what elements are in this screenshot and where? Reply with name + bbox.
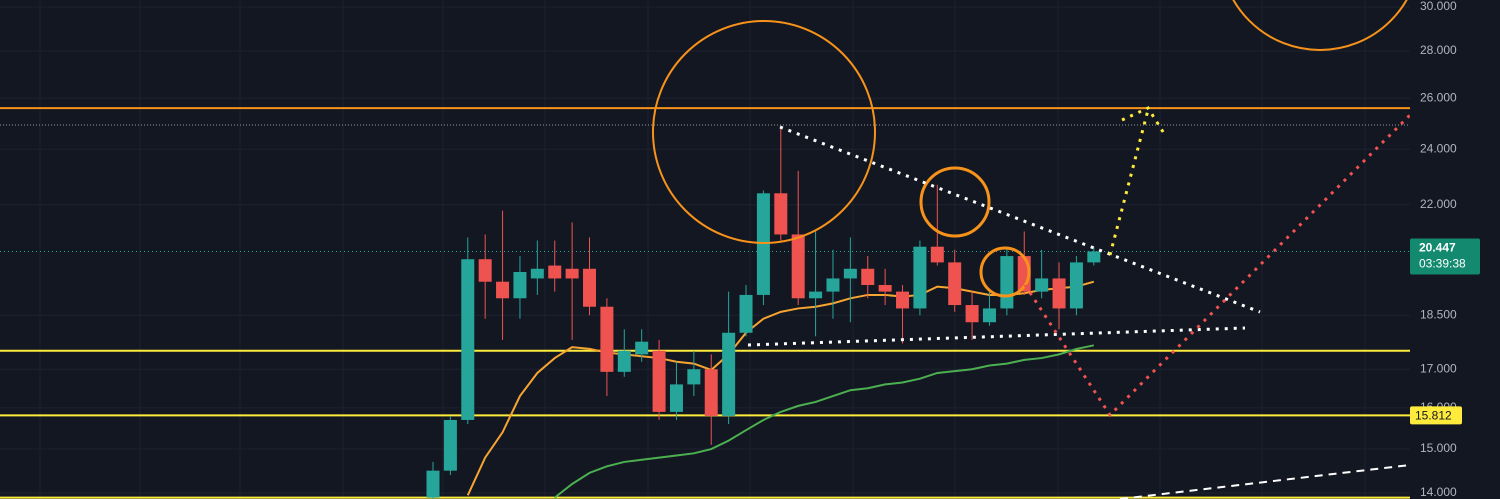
- moving-average: [554, 344, 1095, 499]
- candle-body: [809, 291, 823, 299]
- candle-body: [982, 308, 996, 323]
- y-tick-label: 15.000: [1420, 441, 1457, 455]
- countdown-label: 03:39:38: [1419, 257, 1466, 271]
- candle-body: [1035, 278, 1049, 292]
- last-price-box: [1410, 238, 1480, 275]
- candle-body: [861, 268, 875, 285]
- candle-body: [669, 384, 683, 412]
- candle-body: [635, 341, 649, 355]
- candle-body: [1087, 251, 1101, 263]
- candle-body: [496, 281, 510, 299]
- candle-body: [896, 291, 910, 309]
- candle-body: [426, 470, 440, 498]
- candle-body: [826, 278, 840, 292]
- candle-body: [461, 259, 475, 420]
- candle-body: [756, 193, 770, 295]
- candle-body: [652, 350, 666, 412]
- candle-body: [1000, 256, 1014, 309]
- y-tick-label: 30.000: [1420, 0, 1457, 13]
- candle-body: [565, 268, 579, 279]
- candle-body: [704, 369, 718, 416]
- candle-body: [774, 193, 788, 235]
- drawings: [652, 0, 1412, 499]
- candle-body: [791, 234, 805, 299]
- candle-body: [843, 268, 857, 279]
- candle-body: [913, 246, 927, 309]
- candle-body: [530, 268, 544, 279]
- candle-body: [617, 350, 631, 372]
- y-tick-label: 22.000: [1420, 197, 1457, 211]
- y-tick-label: 17.000: [1420, 361, 1457, 375]
- candle-body: [930, 246, 944, 263]
- candle-body: [965, 305, 979, 323]
- candle-body: [513, 271, 527, 299]
- candle-body: [583, 268, 597, 307]
- y-tick-label: 24.000: [1420, 141, 1457, 155]
- candle-body: [687, 369, 701, 385]
- y-tick-label: 26.000: [1420, 90, 1457, 104]
- candle-body: [600, 306, 614, 372]
- candle-body: [722, 332, 736, 416]
- candle-body: [1052, 278, 1066, 309]
- level-label: 15.812: [1415, 409, 1452, 423]
- axis-labels: 30.000 28.000 26.000 24.000 22.000 18.500 17.0…: [1410, 0, 1480, 499]
- candle-body: [478, 259, 492, 282]
- candle-body: [948, 262, 962, 306]
- candle-body: [443, 419, 457, 471]
- level-label-box: [1410, 406, 1462, 425]
- last-price-label: 20.447: [1419, 241, 1456, 255]
- candle-body: [878, 284, 892, 292]
- candle-body: [1069, 262, 1083, 309]
- y-tick-label: 14.000: [1420, 485, 1457, 499]
- candle-body: [739, 294, 753, 333]
- y-tick-label: 28.000: [1420, 43, 1457, 57]
- candle-body: [548, 265, 562, 279]
- y-tick-label: 18.500: [1420, 307, 1457, 321]
